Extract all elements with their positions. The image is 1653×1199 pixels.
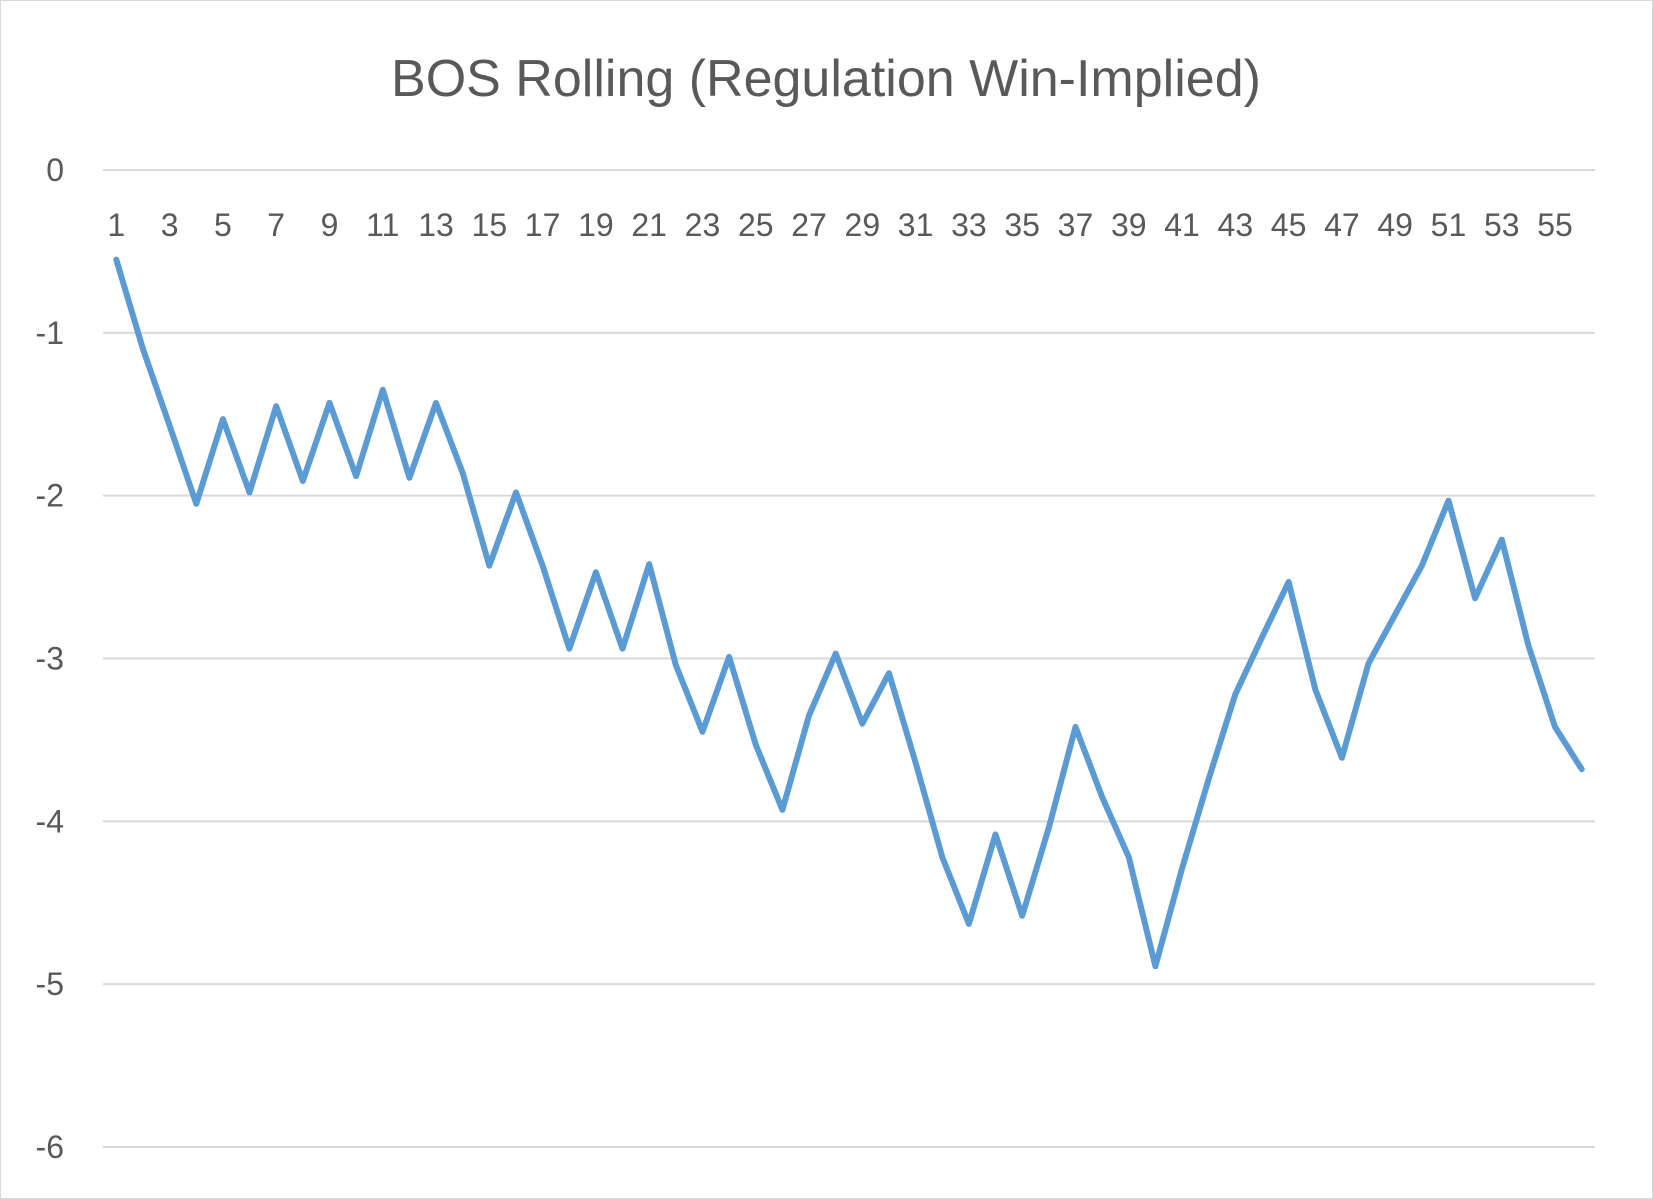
x-tick-label: 37 [1058, 207, 1094, 243]
y-tick-label: -5 [36, 966, 64, 1002]
x-tick-label: 53 [1484, 207, 1520, 243]
x-tick-label: 13 [418, 207, 454, 243]
series-group [113, 256, 1585, 970]
x-tick-label: 15 [472, 207, 508, 243]
x-tick-label: 35 [1004, 207, 1040, 243]
y-axis-ticks: 0 -1 -2 -3 -4 -5 -6 [36, 152, 64, 1165]
y-tick-label: -6 [36, 1129, 64, 1165]
chart-title: BOS Rolling (Regulation Win-Implied) [391, 50, 1261, 108]
x-tick-label: 9 [321, 207, 339, 243]
x-tick-label: 47 [1324, 207, 1360, 243]
y-tick-label: -2 [36, 478, 64, 514]
x-tick-label: 33 [951, 207, 987, 243]
x-tick-label: 39 [1111, 207, 1147, 243]
x-tick-label: 55 [1537, 207, 1573, 243]
x-tick-label: 17 [525, 207, 561, 243]
x-tick-label: 21 [631, 207, 667, 243]
x-tick-label: 27 [791, 207, 827, 243]
y-tick-label: -3 [36, 641, 64, 677]
x-axis-ticks: 1 3 5 7 9 11 13 15 17 19 21 23 25 27 29 31 33 35 37 39 41 43 4… [107, 207, 1572, 243]
x-tick-label: 1 [107, 207, 125, 243]
x-tick-label: 23 [685, 207, 721, 243]
x-tick-label: 41 [1164, 207, 1200, 243]
x-tick-label: 29 [845, 207, 881, 243]
y-tick-label: -1 [36, 315, 64, 351]
x-tick-label: 19 [578, 207, 614, 243]
x-tick-label: 25 [738, 207, 774, 243]
y-tick-label: 0 [46, 152, 64, 188]
gridlines [103, 169, 1595, 1148]
x-tick-label: 51 [1431, 207, 1467, 243]
x-tick-label: 49 [1377, 207, 1413, 243]
x-tick-label: 3 [161, 207, 179, 243]
x-tick-label: 45 [1271, 207, 1307, 243]
x-tick-label: 31 [898, 207, 934, 243]
x-tick-label: 11 [366, 207, 399, 243]
x-tick-label: 5 [214, 207, 232, 243]
x-tick-label: 43 [1218, 207, 1254, 243]
x-tick-label: 7 [267, 207, 285, 243]
series-line-0 [113, 256, 1585, 970]
y-tick-label: -4 [36, 803, 64, 839]
